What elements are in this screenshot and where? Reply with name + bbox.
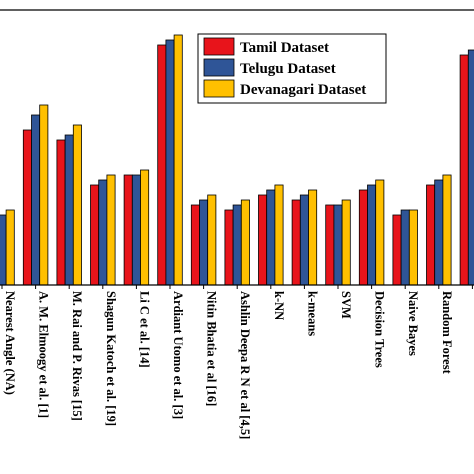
bar-3-11 <box>341 199 351 286</box>
legend-swatch-2 <box>203 58 235 77</box>
bar-1-10 <box>291 199 301 286</box>
x-tick-label-10: k-means <box>305 291 319 336</box>
bar-1-2 <box>22 129 32 286</box>
bar-3-3 <box>72 124 82 286</box>
x-tick-label-1: Nearest Angle (NA) <box>3 291 17 395</box>
bar-1-3 <box>56 139 66 286</box>
x-tick-label-5: Li C et al. [14] <box>137 291 151 368</box>
legend-label-3: Devanagari Dataset <box>240 82 366 98</box>
bar-1-8 <box>224 209 234 286</box>
legend-swatch-1 <box>203 37 235 56</box>
legend-label-2: Telugu Dataset <box>240 61 336 77</box>
bar-2-6 <box>165 39 175 286</box>
x-tick-label-11: SVM <box>339 291 353 319</box>
bar-1-5 <box>123 174 133 286</box>
bar-1-9 <box>258 194 268 286</box>
bar-2-10 <box>299 194 309 286</box>
bar-3-5 <box>140 169 150 286</box>
x-tick-label-2: A. M. Elmoogy et al. [1] <box>37 291 51 418</box>
bar-3-9 <box>274 184 284 286</box>
x-tick-label-7: Nitin Bhatia et al [16] <box>205 291 219 406</box>
x-tick-label-4: Shagun Katoch et al. [19] <box>104 291 118 426</box>
bar-1-4 <box>90 184 100 286</box>
bar-2-12 <box>367 184 377 286</box>
bar-1-6 <box>157 44 167 286</box>
bar-3-2 <box>39 104 49 286</box>
bar-2-9 <box>266 189 276 286</box>
legend-label-1: Tamil Dataset <box>240 40 329 56</box>
bar-2-7 <box>199 199 209 286</box>
bar-1-12 <box>358 189 368 286</box>
bar-2-5 <box>131 174 141 286</box>
x-tick-label-13: Naive Bayes <box>406 291 420 356</box>
bar-3-8 <box>240 199 250 286</box>
bar-2-4 <box>98 179 108 286</box>
x-tick-label-14: Random Forest <box>440 291 454 375</box>
bar-1-7 <box>190 204 200 286</box>
bar-2-3 <box>64 134 74 286</box>
bar-2-2 <box>31 114 41 286</box>
bar-3-1 <box>5 209 15 286</box>
bar-1-13 <box>392 214 402 286</box>
legend-swatch-3 <box>203 79 235 98</box>
x-tick-label-group: Nearest Angle (NA) A. M. Elmoogy et al. [… <box>3 291 474 439</box>
x-tick-label-6: Ardiant Utomo et al. [3] <box>171 291 185 419</box>
bar-2-1 <box>0 214 7 286</box>
bar-2-8 <box>232 204 242 286</box>
bar-2-11 <box>333 204 343 286</box>
bar-1-15 <box>459 54 469 286</box>
x-tick-label-12: Decision Trees <box>373 291 387 368</box>
x-tick-group <box>1 285 473 289</box>
bar-3-14 <box>442 174 452 286</box>
bar-3-6 <box>173 34 183 286</box>
bar-2-14 <box>434 179 444 286</box>
x-tick-label-3: M. Rai and P. Rivas [15] <box>70 291 84 421</box>
bar-1-14 <box>426 184 436 286</box>
bar-3-7 <box>207 194 217 286</box>
bar-3-10 <box>308 189 318 286</box>
bar-1-11 <box>325 204 335 286</box>
legend: Tamil Dataset Telugu Dataset Devanagari Da… <box>197 33 387 104</box>
x-tick-label-9: k-NN <box>272 291 286 320</box>
bar-2-13 <box>400 209 410 286</box>
x-tick-label-8: Ashlin Deepa R N et al [4,5] <box>238 291 252 439</box>
bar-3-4 <box>106 174 116 286</box>
bar-3-12 <box>375 179 385 286</box>
bar-3-13 <box>408 209 418 286</box>
bar-2-15 <box>467 49 474 286</box>
